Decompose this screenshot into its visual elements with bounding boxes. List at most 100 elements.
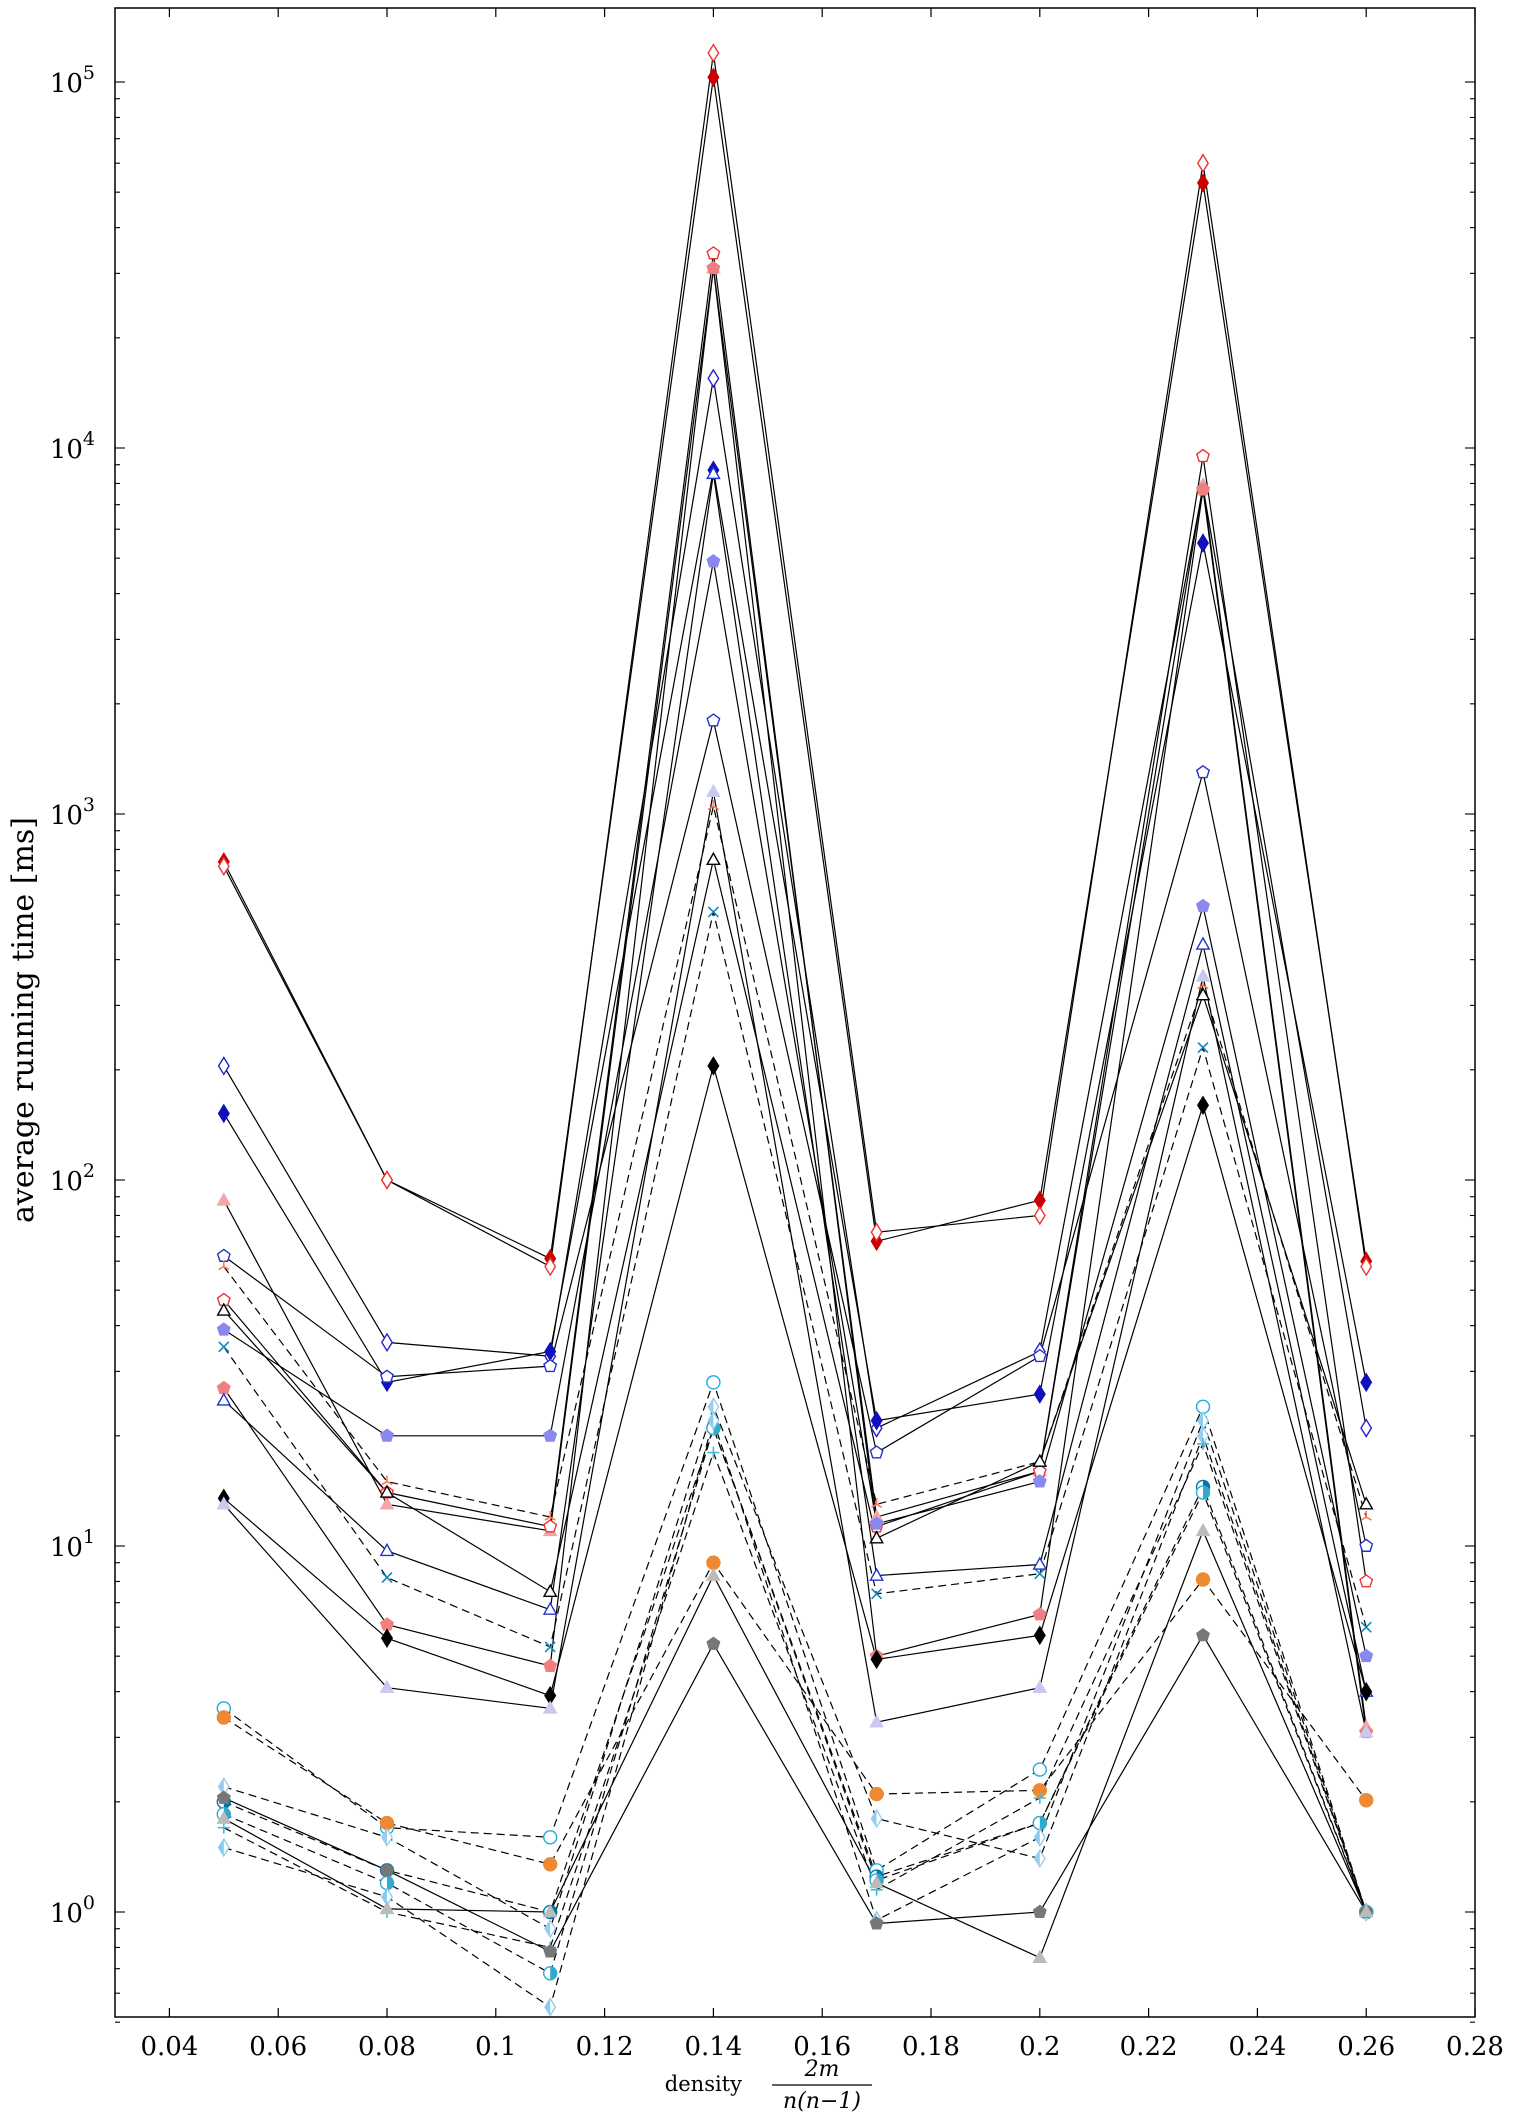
data-point [1359,1648,1374,1663]
data-point [706,783,721,798]
data-point [707,1056,720,1076]
data-series [223,911,1367,1648]
y-tick-label: 103 [50,794,95,831]
data-point [216,1380,231,1395]
y-tick-label: 105 [50,62,95,99]
data-point [706,851,721,865]
data-point [706,1555,721,1570]
y-tick-label: 102 [50,1160,95,1197]
data-series [223,1063,1367,1697]
series-line [223,911,1367,1648]
data-point [1032,1949,1048,1963]
data-point [543,1428,558,1442]
data-point [1196,173,1210,193]
data-point [1034,1568,1046,1580]
series-markers [216,554,1374,1663]
series-line [223,720,1367,1547]
x-tick-label: 0.22 [1120,2032,1178,2062]
data-point [869,1567,884,1581]
data-point [218,1260,230,1271]
x-tick-label: 0.16 [793,2032,851,2062]
axes [115,8,1476,2023]
data-point [1195,1627,1211,1642]
data-point [379,1862,395,1877]
data-point [706,260,721,275]
y-axis-title: average running time [ms] [6,817,41,1223]
data-point [1360,1372,1373,1393]
data-series [223,561,1367,1657]
series-line [223,470,1367,1422]
x-tick-label: 0.14 [684,2032,742,2062]
series-line [223,268,1367,1733]
data-series [223,1426,1367,1913]
data-point [1359,1574,1374,1588]
data-series [223,806,1367,1518]
data-point [542,1904,558,1918]
x-tick-label: 0.06 [249,2032,307,2062]
data-point [1032,1348,1047,1363]
x-tick-label: 0.12 [576,2032,634,2062]
data-point [1195,898,1211,913]
data-point [543,1857,558,1872]
data-point [216,1192,232,1206]
series-group [216,43,1374,2017]
data-point [1360,1418,1373,1438]
data-point [870,1649,883,1670]
series-line [223,1380,1367,1913]
series-line [223,473,1367,1692]
series-markers [217,1397,1373,1939]
data-point [1195,936,1211,950]
series-line [223,791,1367,1733]
series-line [223,1426,1367,1975]
x-tick-label: 0.04 [140,2032,198,2062]
data-point [1358,1793,1374,1808]
data-point [1196,1095,1210,1116]
tick-labels: 0.04 0.06 0.08 0.1 0.12 0.14 0.16 0.18 0.2 0.22 0.… [50,62,1504,2062]
series-markers [216,246,1374,1588]
data-series [223,720,1367,1547]
series-markers [218,906,1372,1653]
data-point [217,1103,230,1124]
data-point [707,368,720,389]
data-point [706,1567,721,1581]
data-series [223,52,1367,1268]
series-line [223,806,1367,1518]
data-point [1033,1205,1046,1226]
data-point [544,1511,556,1521]
x-tick-label: 0.18 [902,2032,960,2062]
data-point [1360,1511,1372,1521]
data-point [381,1571,393,1584]
data-point [544,1641,556,1653]
data-point [707,43,720,63]
data-point [379,1484,395,1498]
marker-half [871,1810,877,1828]
data-point [543,1944,558,1958]
x-tick-label: 0.2 [1019,2032,1060,2062]
data-point [1358,1724,1374,1738]
series-markers [216,1522,1374,1963]
marker-half [218,1778,224,1796]
y-tick-label: 101 [50,1526,95,1563]
data-point [1032,1607,1047,1621]
data-point [217,1056,230,1076]
marker-half [545,1998,551,2016]
series-line [223,1426,1367,1913]
plot-frame [114,7,1476,2018]
series-line [223,1529,1367,1959]
series-markers [216,783,1374,1738]
data-point [1032,1556,1048,1570]
data-point [216,1710,232,1725]
x-axis-label: density [665,2072,742,2096]
data-point [706,246,721,260]
marker-half [1034,1850,1040,1867]
data-point [707,67,720,88]
marker-half [1039,1816,1047,1830]
series-markers [216,465,1374,1697]
data-point [1197,1437,1209,1450]
data-point [707,906,719,918]
series-line [223,1634,1367,1953]
series-line [223,52,1367,1268]
data-series [223,378,1367,1429]
data-point [1359,1538,1374,1552]
data-point [706,465,721,480]
